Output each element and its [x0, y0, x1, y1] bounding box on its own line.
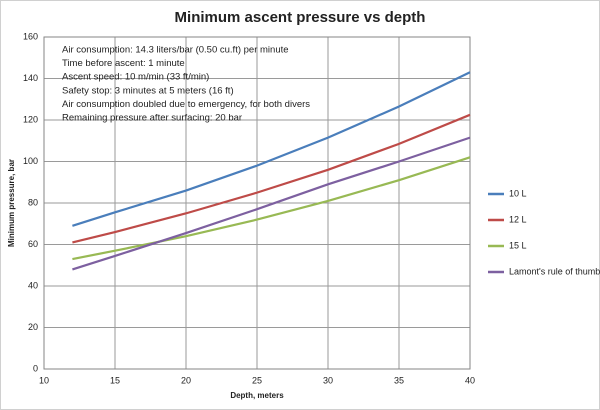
y-tick-label: 20	[28, 322, 38, 332]
x-axis-title: Depth, meters	[230, 391, 284, 400]
annotation: Remaining pressure after surfacing: 20 b…	[62, 113, 242, 124]
annotation: Air consumption: 14.3 liters/bar (0.50 c…	[62, 45, 289, 56]
series-line	[72, 156, 471, 261]
y-tick-label: 80	[28, 197, 38, 207]
annotation: Ascent speed: 10 m/min (33 ft/min)	[62, 72, 209, 83]
legend-label: Lamont's rule of thumb	[509, 266, 600, 276]
y-tick-label: 40	[28, 280, 38, 290]
x-tick-label: 10	[39, 375, 49, 385]
y-tick-label: 60	[28, 239, 38, 249]
y-tick-label: 140	[23, 73, 38, 83]
series-line	[72, 71, 471, 227]
y-tick-label: 120	[23, 114, 38, 124]
x-tick-label: 20	[181, 375, 191, 385]
annotation: Safety stop: 3 minutes at 5 meters (16 f…	[62, 85, 234, 96]
legend-label: 12 L	[509, 214, 527, 224]
chart-title: Minimum ascent pressure vs depth	[175, 9, 426, 26]
series-line	[72, 136, 471, 271]
series-line	[72, 113, 471, 244]
plot-border	[43, 36, 471, 370]
y-tick-label: 100	[23, 156, 38, 166]
x-tick-label: 30	[323, 375, 333, 385]
annotation: Time before ascent: 1 minute	[62, 58, 185, 69]
y-tick-label: 160	[23, 31, 38, 41]
legend-label: 10 L	[509, 188, 527, 198]
x-tick-label: 35	[394, 375, 404, 385]
legend-label: 15 L	[509, 240, 527, 250]
y-axis-title: Minimum pressure, bar	[7, 159, 16, 247]
x-tick-label: 25	[252, 375, 262, 385]
y-tick-label: 0	[33, 363, 38, 373]
x-tick-label: 15	[110, 375, 120, 385]
x-tick-label: 40	[465, 375, 475, 385]
annotation: Air consumption doubled due to emergency…	[62, 99, 310, 110]
